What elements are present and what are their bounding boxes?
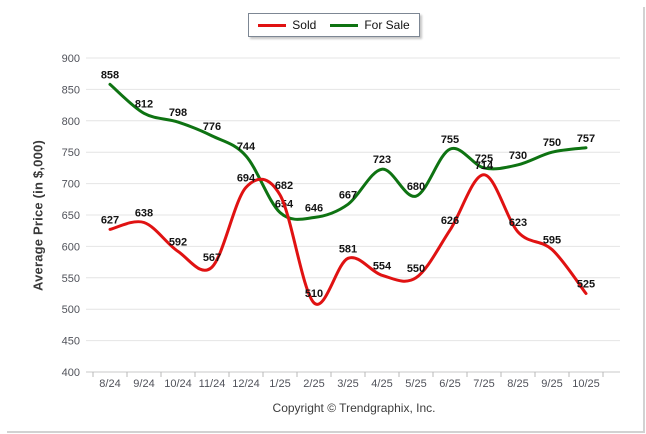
- x-tick-label: 10/24: [164, 378, 192, 390]
- data-label: 744: [237, 141, 256, 153]
- x-tick-label: 12/24: [232, 378, 260, 390]
- data-label: 725: [475, 153, 493, 165]
- legend-item-for-sale: For Sale: [330, 18, 410, 32]
- data-label: 510: [305, 288, 323, 300]
- legend-box: Sold For Sale: [248, 13, 420, 37]
- x-tick-label: 8/25: [507, 378, 528, 390]
- data-label: 723: [373, 154, 391, 166]
- data-label: 525: [577, 279, 595, 291]
- data-label: 638: [135, 208, 153, 220]
- copyright-text: Copyright © Trendgraphix, Inc.: [272, 401, 436, 415]
- data-label: 567: [203, 252, 221, 264]
- data-label: 646: [305, 203, 323, 215]
- x-tick-label: 9/25: [541, 378, 562, 390]
- data-label: 798: [169, 107, 187, 119]
- x-tick-label: 5/25: [405, 378, 426, 390]
- sold-line-swatch-icon: [258, 23, 287, 27]
- x-tick-label: 1/25: [269, 378, 290, 390]
- x-tick-label: 8/24: [99, 378, 120, 390]
- data-label: 682: [275, 180, 293, 192]
- y-tick-label: 550: [62, 273, 80, 285]
- y-tick-label: 850: [62, 84, 80, 96]
- data-label: 592: [169, 236, 187, 248]
- x-tick-label: 11/24: [199, 378, 226, 390]
- y-tick-label: 450: [62, 336, 80, 348]
- data-label: 776: [203, 121, 221, 133]
- legend-label-for-sale: For Sale: [364, 18, 410, 32]
- for-sale-line: [108, 82, 588, 221]
- data-label: 757: [577, 133, 595, 145]
- y-tick-label: 400: [62, 367, 80, 379]
- data-label: 750: [543, 137, 561, 149]
- y-tick-label: 500: [62, 304, 80, 316]
- x-tick-label: 2/25: [303, 378, 324, 390]
- data-label: 623: [509, 217, 527, 229]
- legend-item-sold: Sold: [258, 18, 316, 32]
- y-tick-label: 800: [62, 116, 80, 128]
- data-label: 858: [101, 69, 119, 81]
- x-tick-label: 9/24: [133, 378, 154, 390]
- x-tick-label: 10/25: [572, 378, 600, 390]
- data-label: 714: [475, 160, 494, 172]
- data-label: 755: [441, 134, 459, 146]
- y-tick-label: 700: [62, 179, 80, 191]
- sold-line: [108, 173, 588, 306]
- y-tick-label: 650: [62, 210, 80, 222]
- x-tick-label: 4/25: [371, 378, 392, 390]
- x-tick-label: 3/25: [337, 378, 358, 390]
- data-label: 812: [135, 98, 153, 110]
- y-tick-label: 600: [62, 241, 80, 253]
- data-label: 627: [101, 214, 119, 226]
- data-label: 581: [339, 243, 357, 255]
- legend-label-sold: Sold: [292, 18, 317, 32]
- data-label: 730: [509, 150, 527, 162]
- data-label: 554: [373, 260, 392, 272]
- data-label: 550: [407, 263, 425, 275]
- y-tick-label: 750: [62, 147, 80, 159]
- y-tick-label: 900: [62, 53, 80, 65]
- x-tick-label: 6/25: [439, 378, 460, 390]
- data-label: 626: [441, 215, 459, 227]
- for-sale-line-swatch-icon: [330, 23, 359, 27]
- data-label: 667: [339, 189, 357, 201]
- x-tick-label: 7/25: [473, 378, 494, 390]
- data-label: 694: [237, 172, 256, 184]
- data-label: 680: [407, 181, 425, 193]
- data-label: 595: [543, 235, 561, 247]
